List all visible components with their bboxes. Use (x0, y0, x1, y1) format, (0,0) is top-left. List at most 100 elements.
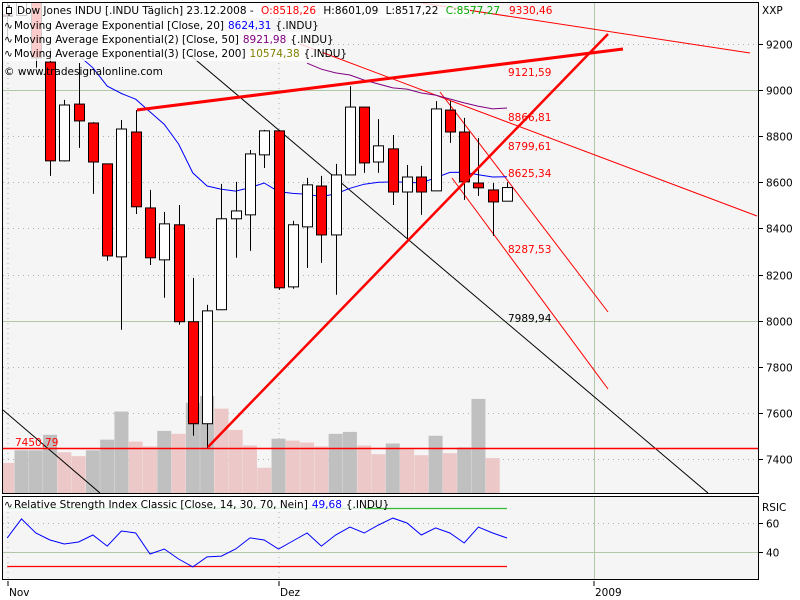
volume-bar (28, 450, 43, 493)
candle[interactable] (359, 106, 370, 173)
volume-bar (285, 440, 300, 493)
ema50-line[interactable] (306, 62, 508, 110)
volume-bar (457, 447, 472, 493)
candle[interactable] (373, 119, 384, 173)
candle-body (416, 176, 427, 193)
candle[interactable] (202, 304, 213, 448)
label-9330: 9330,46 (509, 5, 553, 17)
candle-body (388, 148, 399, 193)
candle[interactable] (388, 135, 399, 205)
legend-ema50[interactable]: ∿ Moving Average Exponential(2) [Close, … (4, 34, 334, 46)
indicator-icon: ∿ (4, 499, 13, 511)
close-value: C:8577,27 (446, 5, 500, 17)
legend-bg-1 (3, 18, 243, 32)
candle[interactable] (259, 129, 270, 169)
candle[interactable] (174, 204, 185, 325)
candle-body (216, 218, 227, 311)
candle[interactable] (88, 122, 99, 194)
price-tick-label: 8200 (766, 271, 793, 283)
candle[interactable] (102, 163, 113, 261)
candle[interactable] (402, 165, 413, 240)
rsi-tick-label: 40 (766, 548, 779, 560)
volume-bar (57, 452, 72, 493)
candle-body (174, 224, 185, 323)
candle[interactable] (274, 129, 285, 290)
tick-2009: 2009 (595, 587, 622, 599)
legend-ema20[interactable]: ∿ Moving Average Exponential [Close, 20]… (4, 20, 319, 32)
candle[interactable] (502, 182, 513, 202)
candle[interactable] (288, 220, 299, 289)
trendline-9330[interactable] (415, 2, 751, 54)
candle-body (302, 184, 313, 228)
candle[interactable] (245, 150, 256, 251)
label-8287: 8287,53 (508, 244, 551, 256)
trendline-8866[interactable] (207, 33, 609, 448)
legend-rsi[interactable]: ∿ Relative Strength Index Classic [Close… (4, 499, 389, 511)
candle[interactable] (159, 211, 170, 298)
candle[interactable] (131, 110, 142, 214)
volume-bar (357, 445, 372, 493)
candle[interactable] (331, 163, 342, 295)
candle-body (316, 185, 327, 236)
volume-bar (128, 441, 143, 493)
candle-body (245, 153, 256, 216)
high-value: H:8601,09 (323, 5, 378, 17)
legend-suffix: {.INDU} (275, 20, 318, 32)
volume-bar (114, 411, 129, 493)
candle-body (45, 61, 56, 162)
trendline-8625[interactable] (439, 91, 609, 313)
volume-bar (242, 445, 257, 493)
candle[interactable] (231, 181, 242, 258)
volume-bar (228, 429, 243, 493)
candle[interactable] (45, 47, 56, 176)
candle[interactable] (488, 183, 499, 236)
candle[interactable] (59, 99, 70, 162)
candle[interactable] (316, 175, 327, 263)
candle-body (74, 103, 85, 122)
rsi-line[interactable] (6, 517, 508, 568)
volume-bar (157, 430, 172, 493)
candle[interactable] (345, 86, 356, 176)
volume-bars (3, 396, 500, 493)
candle[interactable] (445, 101, 456, 143)
candle-body (259, 130, 270, 156)
indicator-icon: ∿ (4, 20, 13, 32)
volume-bar (43, 434, 58, 493)
candle-body (116, 128, 127, 258)
price-tick-label: 8400 (766, 224, 793, 236)
trendline-8799[interactable] (299, 43, 758, 217)
candle[interactable] (416, 165, 427, 215)
rsi-legend-bg (3, 497, 365, 511)
trendline-9121[interactable] (136, 47, 624, 112)
volume-bar (100, 439, 115, 493)
trendline-7989[interactable] (189, 54, 709, 493)
legend-ema200[interactable]: ∿ Moving Average Exponential(3) [Close, … (4, 48, 347, 60)
rsi-plot (3, 497, 758, 579)
rsi-axis-label: RSIC (762, 502, 786, 514)
candle-body (459, 131, 470, 183)
price-axis-label: XXP (762, 5, 783, 17)
candle[interactable] (145, 189, 156, 265)
candle[interactable] (216, 183, 227, 311)
price-tick-label: 7600 (766, 409, 793, 421)
trendline-lower-left[interactable] (3, 409, 101, 493)
candle-body (88, 122, 99, 163)
label-9121: 9121,59 (508, 67, 551, 79)
candle[interactable] (302, 177, 313, 268)
volume-bar (214, 408, 229, 493)
trendline-8287[interactable] (451, 177, 609, 390)
candle-body (345, 106, 356, 176)
legend-label: Moving Average Exponential [Close, 20] (14, 20, 224, 32)
candle[interactable] (116, 120, 127, 330)
candle-body (331, 174, 342, 236)
rsi-tick-label: 60 (766, 519, 779, 531)
candle[interactable] (188, 277, 199, 436)
candle-body (159, 223, 170, 261)
volume-bar (328, 433, 343, 493)
candle-body (402, 176, 413, 193)
volume-bar (143, 446, 157, 493)
candle-body (188, 321, 199, 425)
candle[interactable] (431, 101, 442, 192)
candle[interactable] (74, 62, 85, 148)
candle-body (274, 130, 285, 289)
